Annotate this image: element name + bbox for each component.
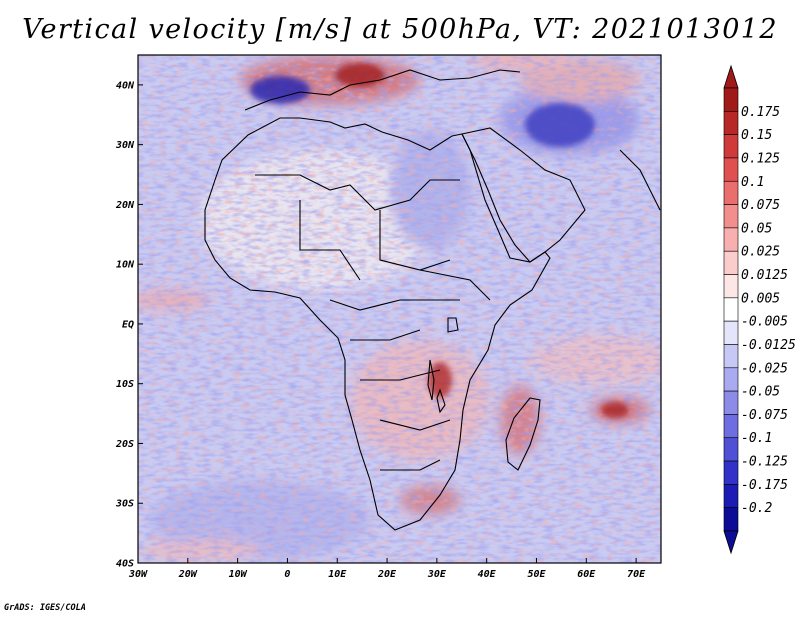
colorbar-swatch xyxy=(723,390,739,415)
colorbar-swatch xyxy=(723,437,739,462)
axis-ticks xyxy=(137,84,637,564)
y-tick-label: 10S xyxy=(116,379,134,390)
colorbar-label: 0.125 xyxy=(741,151,780,166)
y-tick-label: 30N xyxy=(115,140,135,151)
colorbar-swatch xyxy=(723,367,739,392)
colorbar-label: -0.125 xyxy=(741,455,788,470)
colorbar-swatch xyxy=(723,297,739,322)
colorbar-label: -0.175 xyxy=(741,478,788,493)
colorbar-swatch xyxy=(723,484,739,508)
vertical-velocity-field xyxy=(138,55,661,563)
x-tick-label: 60E xyxy=(577,569,596,580)
colorbar-label: 0.1 xyxy=(741,175,764,190)
x-tick-label: 70E xyxy=(627,569,646,580)
map-title: Vertical velocity [m/s] at 500hPa, VT: 2… xyxy=(22,14,778,45)
colorbar-swatch xyxy=(723,134,739,159)
colorbar-label: 0.05 xyxy=(741,221,772,236)
x-tick-label: 10W xyxy=(229,569,248,580)
colorbar-upper-arrow xyxy=(723,64,739,89)
colorbar-label: 0.0125 xyxy=(741,268,788,283)
colorbar-swatch xyxy=(723,320,739,345)
plot-frame xyxy=(137,54,662,564)
colorbar-label: 0.15 xyxy=(741,128,772,143)
colorbar-swatch xyxy=(723,344,739,369)
colorbar-swatch xyxy=(723,87,739,112)
colorbar-swatch xyxy=(723,111,739,135)
x-tick-label: 20E xyxy=(377,569,397,580)
y-tick-label: 30S xyxy=(115,499,134,510)
y-tick-label: 40S xyxy=(116,559,134,570)
colorbar-label: 0.075 xyxy=(741,198,780,213)
x-tick-label: 20W xyxy=(178,569,198,580)
colorbar-label: -0.2 xyxy=(741,501,772,516)
colorbar-swatch xyxy=(723,157,739,182)
colorbar-swatch xyxy=(723,414,739,439)
y-tick-label: 10N xyxy=(116,260,135,271)
y-tick-label: EQ xyxy=(122,319,134,330)
x-tick-label: 10E xyxy=(328,569,347,580)
x-tick-label: 50E xyxy=(527,569,546,580)
colorbar-label: 0.005 xyxy=(741,291,780,306)
colorbar-label: -0.05 xyxy=(741,385,780,400)
coastlines xyxy=(204,69,661,531)
x-tick-label: 30E xyxy=(427,569,447,580)
colorbar-swatch xyxy=(723,460,739,485)
colorbar-swatch xyxy=(723,204,739,229)
axis-labels: 30W 20W 10W 0 10E 20E 30E 40E 50E 60E 70E 40N 30N 20N… xyxy=(115,80,646,580)
colorbar-swatch xyxy=(723,250,739,275)
colorbar-label: -0.075 xyxy=(741,408,788,423)
colorbar-swatch xyxy=(723,227,739,252)
colorbar-label: 0.025 xyxy=(741,245,780,260)
colorbar-swatch xyxy=(723,507,739,532)
colorbar-swatch xyxy=(723,274,739,299)
colorbar-swatch xyxy=(723,180,739,205)
colorbar: 0.175 0.15 0.125 0.1 0.075 0.05 0.025 0.0125 0.0… xyxy=(723,64,796,555)
x-tick-label: 40E xyxy=(478,569,497,580)
y-tick-label: 20S xyxy=(115,439,134,450)
colorbar-label: -0.1 xyxy=(741,431,772,446)
grads-credit: GrADS: IGES/COLA xyxy=(4,603,86,613)
x-tick-label: 0 xyxy=(284,569,290,580)
colorbar-label: 0.175 xyxy=(741,105,780,120)
x-tick-label: 30W xyxy=(128,569,148,580)
colorbar-label: -0.025 xyxy=(741,361,788,376)
y-tick-label: 40N xyxy=(116,80,135,91)
colorbar-label: -0.005 xyxy=(741,315,788,330)
colorbar-lower-arrow xyxy=(723,530,739,555)
colorbar-label: -0.0125 xyxy=(741,338,796,353)
y-tick-label: 20N xyxy=(115,200,135,211)
